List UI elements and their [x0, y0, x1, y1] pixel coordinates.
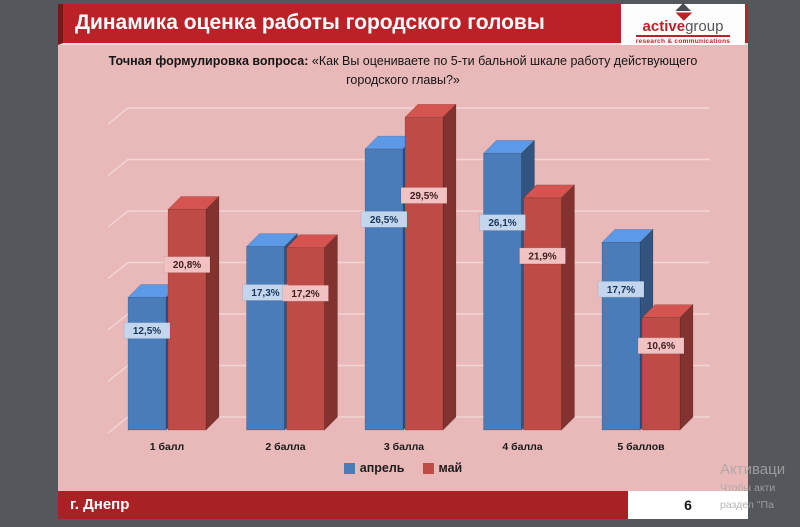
bar-side-май	[442, 103, 457, 431]
data-label: 17,7%	[607, 285, 635, 296]
legend-label: апрель	[359, 461, 405, 475]
bar-апрель	[364, 148, 404, 431]
data-label-bg	[163, 256, 211, 274]
data-label-bg	[360, 210, 408, 228]
bar-side-май	[561, 184, 575, 431]
bar-side-май	[205, 195, 220, 431]
bar-апрель	[601, 242, 641, 431]
question-body: «Как Вы оцениваете по 5-ти бальной шкале…	[308, 54, 698, 88]
slide-title: Динамика оценка работы городского головы	[75, 11, 545, 34]
legend-swatch-icon	[343, 462, 355, 474]
logo-tagline: research & communications	[635, 35, 731, 45]
bar-май	[286, 247, 325, 431]
bar-май	[404, 116, 444, 431]
legend-swatch-icon	[422, 462, 434, 474]
presentation-slide: Динамика оценка работы городского головы…	[58, 3, 748, 519]
data-label: 29,5%	[410, 191, 438, 202]
data-label: 10,6%	[647, 341, 675, 352]
chart-legend: апрель май	[58, 459, 748, 477]
data-label: 26,1%	[488, 218, 516, 229]
category-label: 3 балла	[383, 441, 425, 453]
data-label: 21,9%	[528, 251, 556, 262]
legend-item: апрель	[343, 461, 405, 475]
data-label: 20,8%	[173, 260, 201, 271]
data-label: 26,5%	[370, 215, 398, 226]
slide-footer: г. Днепр 6	[58, 491, 748, 519]
bar-апрель	[483, 152, 522, 431]
logo-word-active: active	[642, 18, 686, 35]
bar-май	[641, 317, 681, 431]
data-label-bg	[123, 322, 171, 340]
data-label: 12,5%	[133, 326, 161, 337]
bar-side-май	[324, 233, 338, 431]
category-label: 1 балл	[149, 441, 185, 453]
data-label-bg	[400, 186, 448, 204]
footer-city: г. Днепр	[58, 491, 628, 519]
data-label-bg	[637, 337, 685, 355]
data-label: 17,2%	[291, 289, 319, 300]
legend-item: май	[422, 461, 463, 475]
slide-header: Динамика оценка работы городского головы…	[58, 3, 748, 45]
data-label-bg	[282, 284, 329, 302]
category-label: 5 баллов	[617, 441, 665, 453]
activegroup-logo: activegroup research & communications	[621, 3, 745, 45]
chart-area: 12,5% 20,8% 17,3% 17,2% 26,5% 29,5% 26,1% 21,9%…	[58, 89, 748, 481]
bar-май	[523, 197, 562, 431]
category-label: 2 балла	[265, 441, 306, 453]
category-axis: 1 балл 2 балла 3 балла 4 балла 5 баллов	[58, 441, 748, 457]
page-number: 6	[628, 491, 748, 519]
logo-word-group: group	[685, 18, 724, 35]
data-label-bg	[519, 247, 566, 265]
legend-label: май	[438, 461, 463, 475]
bar-chart: 12,5% 20,8% 17,3% 17,2% 26,5% 29,5% 26,1% 21,9%…	[107, 103, 710, 434]
logo-wordmark: activegroup	[643, 19, 724, 34]
data-label: 17,3%	[251, 288, 279, 299]
bar-апрель	[127, 297, 167, 431]
question-label: Точная формулировка вопроса:	[108, 54, 309, 68]
gridline	[107, 107, 710, 125]
data-label-bg	[597, 280, 645, 298]
category-label: 4 балла	[502, 441, 543, 453]
bar-май	[167, 209, 207, 431]
bar-side-май	[679, 303, 694, 431]
bar-апрель	[246, 246, 285, 431]
data-label-bg	[479, 214, 526, 232]
question-text: Точная формулировка вопроса: «Как Вы оце…	[58, 45, 748, 91]
